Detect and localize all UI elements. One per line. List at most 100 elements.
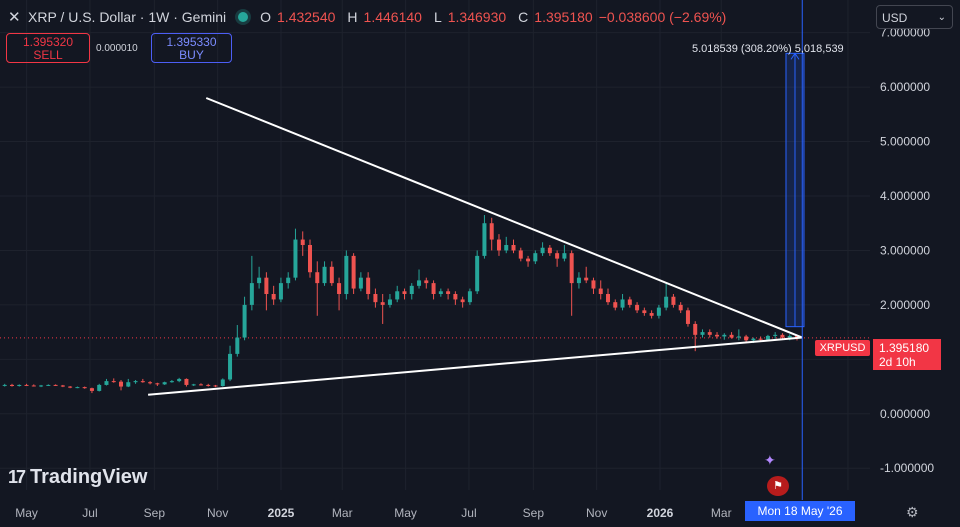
candle-body: [438, 291, 443, 294]
candle-body: [540, 247, 545, 254]
sell-button[interactable]: 1.395320 SELL: [6, 33, 90, 63]
candle-body: [649, 313, 654, 316]
candle-body: [198, 384, 203, 386]
candle-body: [576, 277, 581, 284]
candle-body: [715, 334, 720, 337]
sell-price: 1.395320: [22, 35, 74, 49]
last-price: 1.395180: [879, 341, 930, 355]
gear-icon[interactable]: ⚙: [906, 504, 919, 520]
symbol-header: ✕ XRP / U.S. Dollar · 1W · Gemini O 1.432…: [8, 8, 726, 26]
close-icon[interactable]: ✕: [8, 9, 21, 26]
candle-body: [751, 338, 756, 341]
buy-label: BUY: [179, 48, 204, 62]
time-tick-label: 2025: [268, 506, 295, 520]
price-tick-label: 5.000000: [880, 135, 930, 149]
price-axis: 7.000000 6.000000 5.000000 4.000000 3.000000…: [880, 26, 934, 476]
candle-body: [17, 384, 22, 387]
time-tick-label: Sep: [523, 506, 545, 520]
time-tick-label: 2026: [647, 506, 674, 520]
candle-body: [24, 384, 29, 386]
candle-body: [780, 334, 785, 338]
candles: [2, 215, 799, 394]
candle-body: [169, 381, 174, 383]
symbol-title[interactable]: XRP / U.S. Dollar · 1W · Gemini: [28, 9, 227, 25]
buy-price: 1.395330: [166, 35, 217, 49]
us-flag-icon[interactable]: ⚑: [767, 476, 789, 496]
time-tick-label: Jul: [461, 506, 476, 520]
candle-body: [235, 337, 240, 354]
candle-body: [373, 294, 378, 303]
tradingview-logo[interactable]: 17 TradingView: [8, 466, 147, 489]
candle-body: [678, 304, 683, 311]
chevron-down-icon: ⌄: [937, 12, 946, 23]
time-axis: May Jul Sep Nov 2025 Mar May Jul Sep Nov 2026 Mar: [15, 506, 731, 520]
price-tick-label: 2.000000: [880, 298, 930, 312]
candle-body: [264, 277, 269, 294]
candle-body: [300, 239, 305, 245]
candle-body: [307, 245, 312, 273]
candle-body: [9, 384, 14, 387]
candle-body: [431, 283, 436, 294]
low-label: L: [433, 9, 442, 25]
candle-body: [380, 302, 385, 305]
candle-body: [773, 334, 778, 336]
trendlines: [148, 97, 803, 396]
candle-body: [453, 294, 458, 300]
candle-body: [685, 310, 690, 324]
price-tick-label: 4.000000: [880, 189, 930, 203]
time-tick-label: May: [15, 506, 38, 520]
candle-body: [133, 381, 138, 383]
change-value: −0.038600 (−2.69%): [598, 9, 727, 25]
candle-body: [257, 277, 262, 284]
price-tick-label: 6.000000: [880, 80, 930, 94]
candle-body: [242, 304, 247, 338]
candle-countdown: 2d 10h: [879, 355, 916, 369]
candle-body: [249, 283, 254, 305]
candle-body: [75, 387, 80, 389]
buy-button[interactable]: 1.395330 BUY: [151, 33, 232, 63]
candle-body: [31, 385, 36, 387]
candle-body: [533, 253, 538, 262]
candle-body: [286, 277, 291, 284]
candle-body: [606, 294, 611, 303]
candle-body: [787, 335, 792, 338]
candle-body: [598, 288, 603, 294]
close-value: 1.395180: [534, 9, 593, 25]
candle-body: [722, 334, 727, 337]
currency-select[interactable]: USD ⌄: [876, 5, 953, 29]
candle-body: [417, 280, 422, 286]
candle-body: [504, 245, 509, 251]
candle-body: [97, 384, 102, 391]
candle-body: [591, 280, 596, 289]
spread-value: 0.000010: [96, 43, 138, 54]
candle-body: [2, 384, 7, 386]
candle-body: [155, 383, 160, 385]
time-tick-label: Mar: [711, 506, 732, 520]
candle-body: [271, 294, 276, 300]
candle-body: [119, 381, 124, 387]
candle-body: [794, 335, 799, 338]
candle-body: [562, 253, 567, 259]
candle-body: [489, 223, 494, 240]
candle-body: [220, 379, 225, 387]
measurement-arrowhead: [790, 52, 800, 60]
trendline-lower: [148, 336, 803, 396]
candle-body: [140, 381, 145, 383]
low-value: 1.346930: [447, 9, 507, 25]
candle-body: [68, 386, 73, 388]
time-tick-label: Nov: [207, 506, 228, 520]
candle-body: [671, 296, 676, 305]
market-status-icon[interactable]: [238, 12, 249, 22]
candle-body: [765, 335, 770, 340]
candle-body: [104, 381, 109, 385]
candle-body: [620, 299, 625, 308]
candle-body: [446, 291, 451, 294]
chart-grid: [0, 0, 870, 490]
candle-body: [206, 384, 211, 386]
measurement-tool: [785, 52, 805, 328]
sparkle-icon[interactable]: ✦: [764, 452, 776, 468]
time-tick-label: Mar: [332, 506, 353, 520]
candle-body: [358, 277, 363, 289]
candle-body: [344, 255, 349, 294]
